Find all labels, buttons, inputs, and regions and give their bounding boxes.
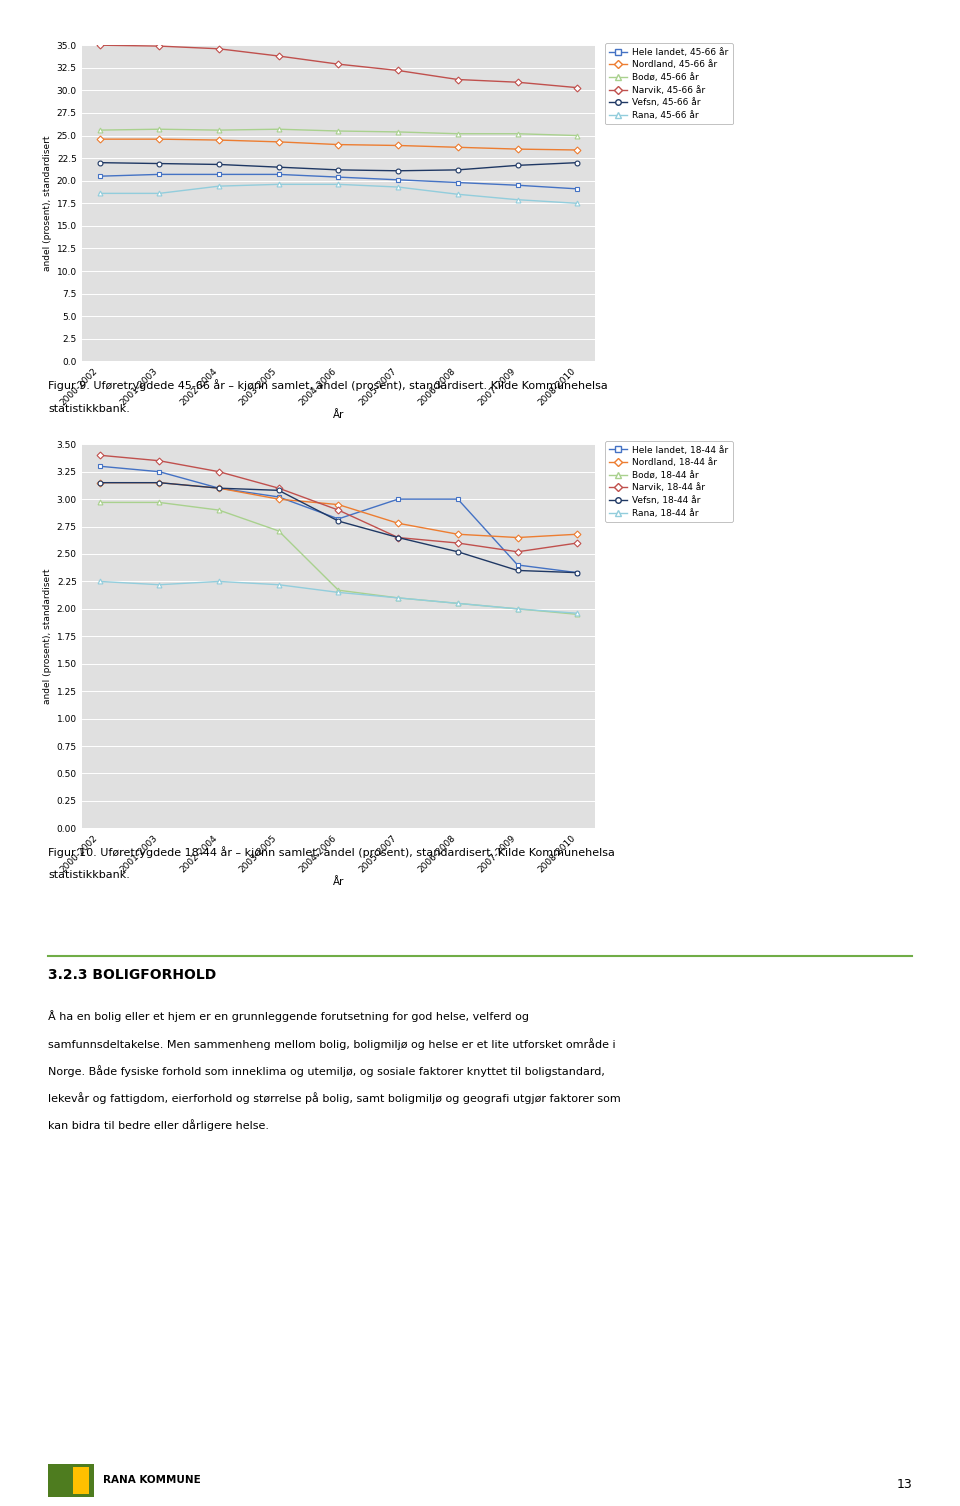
Y-axis label: andel (prosent), standardisert: andel (prosent), standardisert [43, 136, 53, 271]
Text: Figur 9. Uføretrygdede 45-66 år – kjønn samlet, andel (prosent), standardisert. : Figur 9. Uføretrygdede 45-66 år – kjønn … [48, 380, 608, 392]
Text: 13: 13 [897, 1477, 912, 1491]
Legend: Hele landet, 45-66 år, Nordland, 45-66 år, Bodø, 45-66 år, Narvik, 45-66 år, Vef: Hele landet, 45-66 år, Nordland, 45-66 å… [605, 44, 732, 125]
X-axis label: År: År [333, 410, 344, 420]
Y-axis label: andel (prosent), standardisert: andel (prosent), standardisert [43, 569, 53, 703]
Text: kan bidra til bedre eller dårligere helse.: kan bidra til bedre eller dårligere hels… [48, 1119, 269, 1131]
Text: RANA KOMMUNE: RANA KOMMUNE [103, 1476, 201, 1485]
Bar [73, 1467, 89, 1494]
Text: statistikkbank.: statistikkbank. [48, 870, 130, 881]
X-axis label: År: År [333, 876, 344, 887]
Text: Figur 10. Uføretrygdede 18-44 år – kjønn samlet, andel (prosent), standardisert.: Figur 10. Uføretrygdede 18-44 år – kjønn… [48, 846, 614, 858]
Text: samfunnsdeltakelse. Men sammenheng mellom bolig, boligmiljø og helse er et lite : samfunnsdeltakelse. Men sammenheng mello… [48, 1038, 615, 1050]
Text: 3.2.3 BOLIGFORHOLD: 3.2.3 BOLIGFORHOLD [48, 968, 216, 982]
Text: Norge. Både fysiske forhold som inneklima og utemiljø, og sosiale faktorer knytt: Norge. Både fysiske forhold som inneklim… [48, 1065, 605, 1077]
Legend: Hele landet, 18-44 år, Nordland, 18-44 år, Bodø, 18-44 år, Narvik, 18-44 år, Vef: Hele landet, 18-44 år, Nordland, 18-44 å… [605, 441, 732, 523]
Text: statistikkbank.: statistikkbank. [48, 404, 130, 414]
Text: Å ha en bolig eller et hjem er en grunnleggende forutsetning for god helse, velf: Å ha en bolig eller et hjem er en grunnl… [48, 1011, 529, 1023]
Text: lekevår og fattigdom, eierforhold og størrelse på bolig, samt boligmiljø og geog: lekevår og fattigdom, eierforhold og stø… [48, 1092, 621, 1104]
